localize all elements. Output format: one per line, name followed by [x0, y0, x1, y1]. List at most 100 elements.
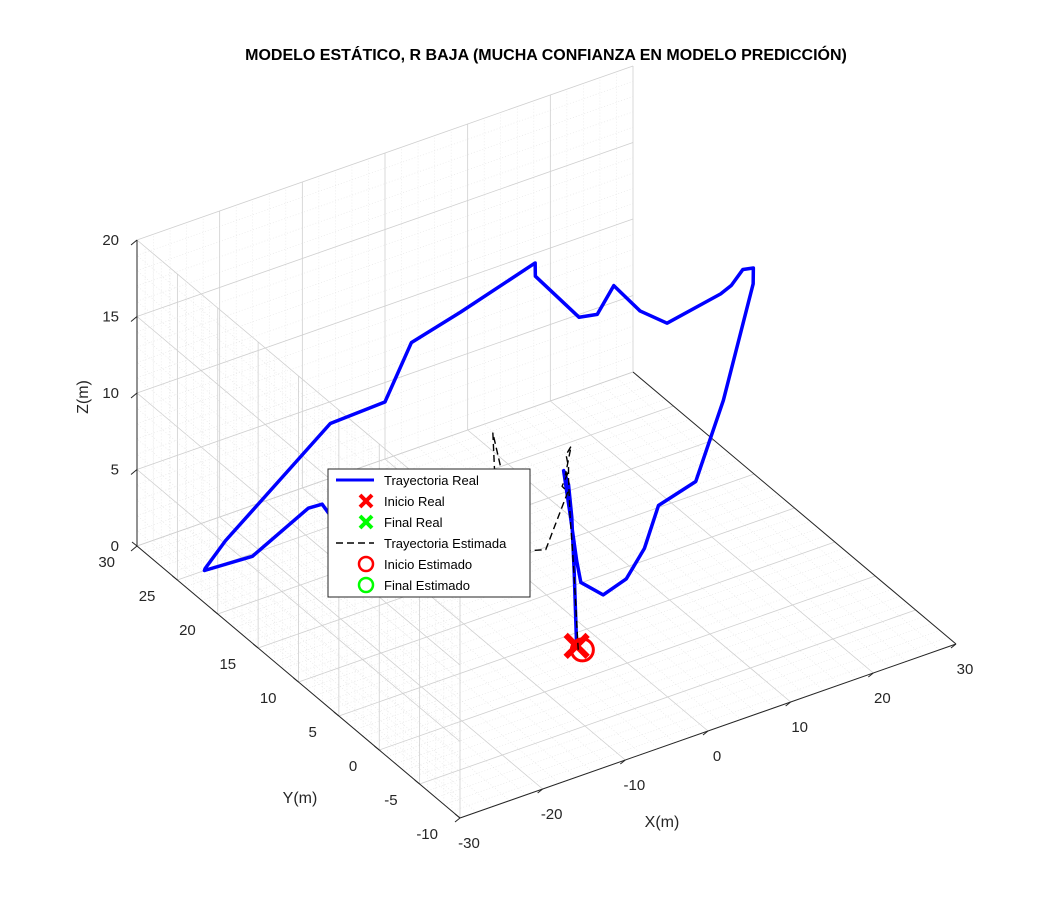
legend-entry: Final Real [358, 514, 443, 530]
x-tick-mark [785, 701, 791, 707]
x-tick-mark [537, 788, 543, 794]
y-axis-line [632, 371, 957, 645]
z-axis-label: Z(m) [75, 380, 92, 414]
minor-grid-line [202, 522, 527, 796]
major-grid-line [136, 218, 634, 394]
minor-grid-line [484, 423, 808, 697]
minor-grid-line [599, 383, 924, 656]
y-tick-label: 5 [309, 724, 317, 741]
y-tick-label: -5 [384, 792, 397, 809]
minor-grid-line [186, 528, 510, 801]
legend-label: Inicio Real [384, 494, 445, 509]
legend-label: Final Real [384, 515, 443, 530]
legend-box [327, 468, 531, 598]
x-tick-label: 10 [791, 719, 808, 736]
x-tick-label: 30 [957, 661, 974, 678]
y-tick-mark [172, 575, 178, 581]
major-grid-line [419, 609, 916, 785]
y-tick-mark [454, 813, 461, 819]
z-tick-label: 0 [111, 538, 119, 555]
major-grid-line [379, 575, 876, 751]
x-tick-label: -20 [541, 806, 563, 823]
y-tick-mark [333, 711, 340, 717]
x-tick-label: 0 [713, 748, 721, 765]
legend-entry: Trayectoria Real [336, 473, 479, 488]
x-tick-label: 20 [874, 690, 891, 707]
minor-grid-line [136, 346, 461, 620]
minor-grid-line [500, 418, 824, 691]
major-grid-line [136, 65, 634, 241]
z-tick-label: 15 [102, 309, 119, 326]
z-tick-mark [130, 392, 138, 399]
minor-grid-line [136, 377, 461, 650]
minor-grid-line [236, 510, 560, 784]
x-tick-mark [620, 759, 626, 765]
major-grid-line [136, 392, 461, 666]
x-tick-mark [454, 817, 461, 823]
legend-entry: Inicio Estimado [357, 555, 472, 573]
y-tick-label: 0 [349, 758, 357, 775]
major-grid-line [298, 507, 795, 683]
z-tick-label: 10 [102, 385, 119, 402]
major-grid-line [136, 239, 461, 513]
legend-label: Trayectoria Real [384, 473, 479, 488]
minor-grid-line [136, 270, 461, 543]
inicio-estimado-marker [569, 637, 595, 663]
major-grid-line [136, 469, 461, 742]
axes: -30-20-100102030-10-50510152025300510152… [98, 232, 973, 852]
minor-grid-line [269, 499, 593, 772]
legend-label: Final Estimado [384, 578, 470, 593]
z-tick-mark [130, 545, 138, 552]
x-tick-mark [868, 672, 874, 678]
minor-grid-line [136, 423, 461, 696]
legend: Trayectoria Real Inicio Real Final Real Tra… [327, 468, 531, 598]
z-tick-mark [130, 316, 138, 322]
y-tick-label: -10 [416, 826, 438, 843]
z-tick-mark [130, 469, 138, 475]
minor-grid-line [136, 362, 461, 635]
minor-grid-line [517, 412, 841, 685]
y-tick-label: 30 [98, 554, 115, 571]
y-tick-mark [293, 677, 299, 683]
x-axis-label: X(m) [645, 814, 680, 831]
minor-grid-line [583, 389, 907, 662]
minor-grid-line [169, 534, 494, 807]
y-tick-mark [252, 643, 259, 649]
y-tick-mark [131, 541, 138, 547]
minor-grid-line [136, 255, 461, 528]
chart-title: MODELO ESTÁTICO, R BAJA (MUCHA CONFIANZA… [245, 45, 847, 64]
y-axis-label: Y(m) [283, 790, 318, 807]
minor-grid-line [136, 484, 461, 758]
y-tick-label: 20 [179, 622, 196, 639]
minor-grid-line [136, 438, 461, 712]
major-grid-line [338, 541, 836, 717]
legend-entry: Trayectoria Estimada [336, 536, 507, 551]
minor-grid-line [616, 377, 940, 651]
x-tick-label: -30 [458, 835, 480, 852]
y-tick-label: 15 [219, 656, 236, 673]
minor-grid-line [533, 406, 857, 680]
trayectoria-estimada-line [492, 432, 579, 650]
y-tick-mark [373, 745, 380, 751]
y-tick-label: 25 [139, 588, 156, 605]
minor-grid-line [566, 394, 891, 668]
legend-entry: Inicio Real [358, 493, 445, 509]
z-tick-label: 5 [111, 462, 119, 479]
y-tick-mark [212, 609, 219, 615]
minor-grid-line [136, 285, 461, 559]
minor-grid-line [136, 530, 461, 803]
x-tick-mark [702, 730, 709, 736]
minor-grid-line [153, 539, 477, 813]
minor-grid-line [136, 300, 461, 574]
y-tick-mark [414, 779, 420, 785]
y-tick-label: 10 [260, 690, 277, 707]
major-grid-line [136, 295, 634, 470]
legend-label: Inicio Estimado [384, 557, 472, 572]
minor-grid-line [136, 499, 461, 773]
minor-grid-line [136, 453, 461, 727]
z-tick-mark [130, 239, 138, 246]
x-tick-label: -10 [623, 777, 645, 794]
legend-entry: Final Estimado [357, 576, 470, 594]
x-tick-mark [950, 643, 957, 649]
